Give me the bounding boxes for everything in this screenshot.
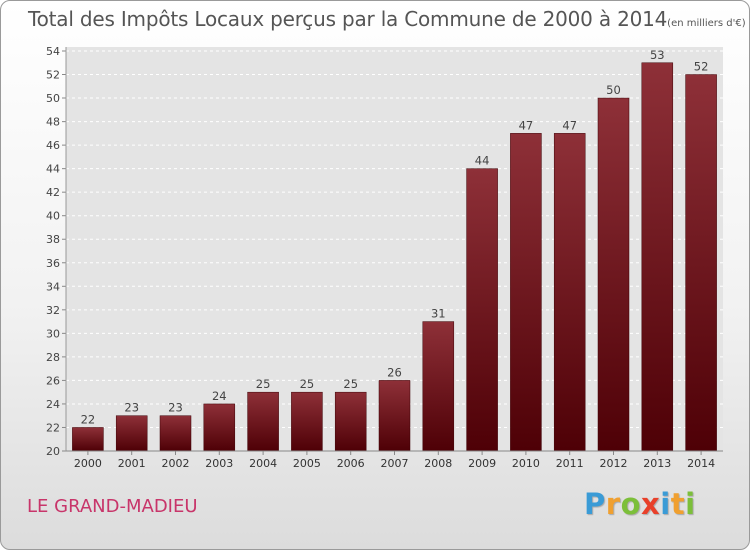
data-label: 47 [519,118,534,132]
bar [159,415,192,452]
bar [641,62,674,452]
logo-letter: t [670,487,686,521]
y-tick-label: 28 [46,351,60,364]
logo-letter: x [641,487,661,521]
data-label: 47 [562,118,577,132]
logo-letter: i [685,487,696,521]
bar [247,391,279,452]
y-tick-label: 38 [46,233,60,246]
y-tick-label: 26 [46,374,60,387]
data-label: 50 [606,83,621,97]
chart-subtitle: (en milliers d'€) [667,18,746,29]
x-tick-label: 2006 [337,457,365,470]
logo-letter: P [584,487,606,521]
chart-title-text: Total des Impôts Locaux perçus par la Co… [28,7,668,31]
bar [466,168,498,452]
data-label: 26 [387,365,402,379]
data-label: 25 [300,377,315,391]
data-label: 25 [256,377,271,391]
x-tick-label: 2012 [600,457,628,470]
y-tick-label: 32 [46,304,60,317]
bar [553,133,586,452]
y-tick-label: 46 [46,139,60,152]
logo-letter: i [660,487,671,521]
data-label: 23 [168,401,183,415]
bar [378,380,411,452]
y-tick-label: 44 [46,163,60,176]
y-tick-label: 54 [46,45,60,58]
data-label: 24 [212,389,227,403]
logo-letter: r [605,487,621,521]
x-tick-label: 2005 [293,457,321,470]
y-tick-label: 34 [46,280,60,293]
x-tick-label: 2014 [687,457,715,470]
y-tick-label: 24 [46,398,60,411]
data-label: 53 [650,48,665,62]
x-tick-label: 2013 [643,457,671,470]
y-tick-label: 48 [46,116,60,129]
bar [422,321,455,452]
y-tick-label: 50 [46,92,60,105]
bar [597,97,630,452]
chart-title: Total des Impôts Locaux perçus par la Co… [28,7,746,31]
bar [510,133,542,452]
bar [115,415,148,452]
bar [291,391,323,452]
x-tick-label: 2004 [249,457,277,470]
y-tick-label: 20 [46,445,60,458]
y-tick-label: 42 [46,186,60,199]
y-tick-label: 22 [46,421,60,434]
logo-letter: o [620,487,642,521]
data-label: 23 [124,401,139,415]
bar [203,403,236,452]
x-tick-label: 2009 [468,457,496,470]
y-tick-label: 52 [46,69,60,82]
x-tick-label: 2007 [381,457,409,470]
data-label: 44 [475,154,490,168]
data-label: 31 [431,307,446,321]
x-tick-label: 2000 [74,457,102,470]
y-tick-label: 36 [46,257,60,270]
data-label: 22 [81,412,96,426]
x-tick-label: 2002 [162,457,190,470]
bar [334,391,367,452]
commune-name: LE GRAND-MADIEU [27,496,198,517]
bar [685,74,717,452]
x-tick-label: 2010 [512,457,540,470]
bar [72,427,104,452]
data-label: 52 [694,60,709,74]
y-tick-label: 30 [46,327,60,340]
data-label: 25 [343,377,358,391]
y-tick-label: 40 [46,210,60,223]
x-tick-label: 2011 [556,457,584,470]
x-tick-label: 2003 [205,457,233,470]
x-tick-label: 2008 [424,457,452,470]
proxiti-logo[interactable]: Proxiti [584,487,696,521]
x-tick-label: 2001 [118,457,146,470]
